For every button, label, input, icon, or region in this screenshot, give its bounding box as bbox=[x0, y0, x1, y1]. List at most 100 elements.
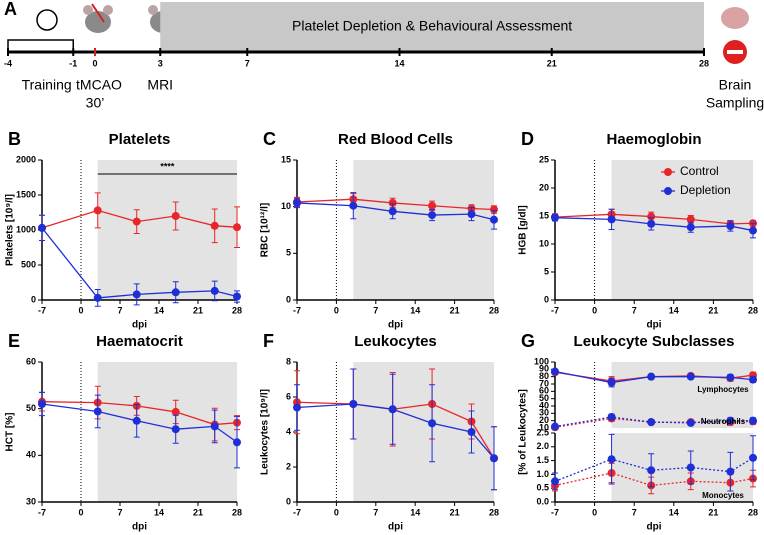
x-tick-label: -7 bbox=[551, 507, 559, 517]
y-tick-label: 10 bbox=[539, 238, 549, 248]
marker bbox=[647, 418, 656, 427]
marker bbox=[171, 288, 180, 297]
legend-marker bbox=[664, 168, 672, 176]
y-tick-label: 0.0 bbox=[536, 496, 549, 506]
y-tick-label: 30 bbox=[26, 496, 36, 506]
chart-title: Red Blood Cells bbox=[338, 131, 453, 148]
marker bbox=[686, 372, 695, 381]
y-tick-label: 0.5 bbox=[536, 483, 549, 493]
marker bbox=[38, 400, 46, 408]
phase-label: Platelet Depletion & Behavioural Assessm… bbox=[292, 18, 572, 34]
x-tick-label: 7 bbox=[632, 305, 637, 315]
marker bbox=[210, 422, 219, 431]
marker bbox=[171, 407, 180, 416]
marker bbox=[233, 223, 241, 232]
marker bbox=[132, 416, 141, 425]
x-tick-label: -7 bbox=[293, 507, 301, 517]
marker bbox=[293, 403, 301, 412]
marker bbox=[293, 198, 301, 207]
marker bbox=[490, 205, 498, 214]
x-tick-label: 7 bbox=[373, 507, 378, 517]
marker bbox=[647, 466, 656, 475]
y-tick-label: 50 bbox=[539, 393, 549, 403]
y-axis-label: [% of Leukocytes] bbox=[518, 389, 529, 475]
marker bbox=[647, 219, 656, 228]
y-tick-label: 90 bbox=[539, 364, 549, 374]
y-axis-label: Leukocytes [10⁹/l] bbox=[260, 389, 271, 475]
marker bbox=[428, 419, 437, 428]
timeline-tick-label: -4 bbox=[4, 58, 12, 68]
panel-letter: F bbox=[263, 331, 274, 351]
marker bbox=[349, 400, 358, 408]
y-tick-label: 25 bbox=[539, 154, 549, 164]
chart-panel: 0.0 0.5 1.0 1.5 2.0 2.5 -7 0 7 14 21 28 dpi Monocytes bbox=[536, 427, 758, 532]
timeline-tick-label: 3 bbox=[158, 58, 163, 68]
x-tick-label: 28 bbox=[232, 507, 242, 517]
x-tick-label: 14 bbox=[669, 507, 679, 517]
marker bbox=[349, 201, 358, 210]
x-tick-label: 7 bbox=[373, 305, 378, 315]
x-tick-label: -7 bbox=[38, 507, 46, 517]
x-tick-label: 21 bbox=[193, 507, 203, 517]
chart-title: Platelets bbox=[109, 131, 171, 148]
y-tick-label: 20 bbox=[539, 415, 549, 425]
group-label: Monocytes bbox=[702, 491, 744, 500]
legend-label: Control bbox=[680, 164, 719, 178]
y-tick-label: 0 bbox=[31, 294, 36, 304]
series-line bbox=[554, 457, 754, 482]
y-tick-label: 1000 bbox=[16, 224, 36, 234]
x-tick-label: 7 bbox=[117, 305, 122, 315]
x-tick-label: 28 bbox=[489, 305, 499, 315]
series-line bbox=[554, 472, 754, 487]
series-line bbox=[296, 401, 495, 459]
x-tick-label: 21 bbox=[450, 507, 460, 517]
y-tick-label: 0 bbox=[286, 496, 291, 506]
y-tick-label: 100 bbox=[534, 356, 549, 366]
marker bbox=[132, 217, 141, 226]
y-tick-label: 0 bbox=[544, 294, 549, 304]
legend-label: Depletion bbox=[680, 183, 731, 197]
x-tick-label: 0 bbox=[334, 507, 339, 517]
mouse-ear bbox=[83, 5, 93, 15]
x-tick-label: 28 bbox=[748, 305, 758, 315]
x-tick-label: 28 bbox=[232, 305, 242, 315]
x-tick-label: 21 bbox=[708, 507, 718, 517]
x-axis-label: dpi bbox=[647, 522, 662, 533]
duration-label: 30’ bbox=[86, 95, 105, 111]
mouse-icon bbox=[85, 11, 111, 33]
marker bbox=[428, 211, 437, 220]
marker bbox=[726, 416, 735, 425]
marker bbox=[171, 425, 180, 434]
timeline-tick-label: 21 bbox=[547, 58, 557, 68]
timeline-tick-label: 7 bbox=[245, 58, 250, 68]
y-tick-label: 80 bbox=[539, 371, 549, 381]
x-axis-label: dpi bbox=[132, 320, 147, 331]
significance-label: **** bbox=[160, 161, 175, 171]
group-label: Lymphocytes bbox=[697, 385, 749, 394]
y-tick-label: 30 bbox=[539, 408, 549, 418]
marker bbox=[551, 213, 559, 222]
x-axis-label: dpi bbox=[388, 320, 403, 331]
mri-label: MRI bbox=[147, 77, 173, 93]
x-tick-label: 14 bbox=[410, 305, 420, 315]
y-tick-label: 5 bbox=[286, 248, 291, 258]
marker bbox=[749, 416, 757, 425]
timeline-tick-label: 0 bbox=[92, 58, 97, 68]
x-tick-label: 14 bbox=[410, 507, 420, 517]
y-tick-label: 2.5 bbox=[536, 427, 549, 437]
panel-letter: D bbox=[521, 129, 534, 149]
chart-title: Leukocytes bbox=[354, 333, 437, 350]
marker bbox=[726, 467, 735, 476]
y-tick-label: 8 bbox=[286, 356, 291, 366]
x-tick-label: 28 bbox=[489, 507, 499, 517]
phase-shade bbox=[160, 2, 704, 52]
marker bbox=[467, 428, 476, 436]
x-tick-label: 0 bbox=[78, 305, 83, 315]
x-tick-label: 28 bbox=[748, 507, 758, 517]
panel-letter: E bbox=[8, 331, 20, 351]
marker bbox=[607, 378, 616, 387]
marker bbox=[490, 454, 498, 463]
